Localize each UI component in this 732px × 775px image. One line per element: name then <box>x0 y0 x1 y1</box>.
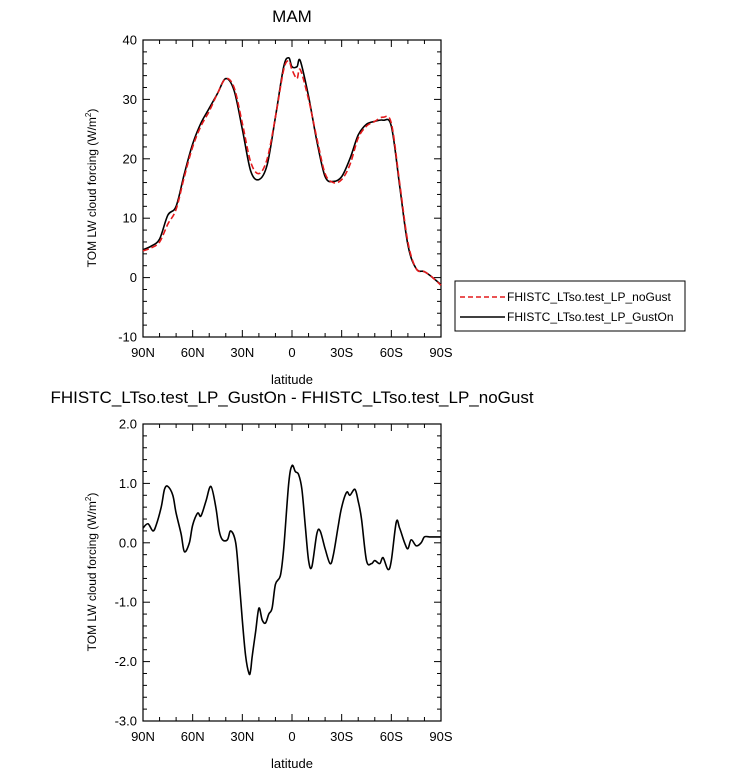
top-x-tick-label: 0 <box>288 345 295 360</box>
top-x-tick-label: 90N <box>131 345 155 360</box>
bottom-y-tick-label: 2.0 <box>119 417 137 432</box>
top-series-line <box>142 56 442 286</box>
bottom-chart-frame <box>142 423 442 722</box>
top-x-tick-label: 30N <box>230 345 254 360</box>
bottom-chart-ylabel: TOM LW cloud forcing (W/m2) <box>84 493 99 652</box>
bottom-chart-xlabel: latitude <box>271 756 313 771</box>
bottom-series-line <box>142 464 441 676</box>
top-chart-panel: MAM 90N 60N 30N 0 30S 60S 90S -10 0 10 20 30 40 lati… <box>84 7 686 387</box>
top-chart-legend: FHISTC_LTso.test_LP_noGust FHISTC_LTso.t… <box>454 280 686 332</box>
legend-label-noGust: FHISTC_LTso.test_LP_noGust <box>507 290 672 304</box>
top-x-tick-label: 60S <box>380 345 403 360</box>
top-chart-ylabel-sup: 2 <box>84 112 93 117</box>
bottom-x-tick-label: 90S <box>429 729 452 744</box>
top-y-tick-label: 0 <box>130 270 137 285</box>
bottom-chart-ylabel-close: ) <box>85 493 99 497</box>
bottom-chart-panel: FHISTC_LTso.test_LP_GustOn - FHISTC_LTso… <box>50 388 533 771</box>
top-y-tick-label: 40 <box>123 33 137 48</box>
top-x-tick-label: 30S <box>330 345 353 360</box>
legend-label-GustOn: FHISTC_LTso.test_LP_GustOn <box>507 310 674 324</box>
top-x-tick-label: 90S <box>429 345 452 360</box>
bottom-x-tick-label: 30N <box>230 729 254 744</box>
top-chart-frame <box>142 39 442 338</box>
top-chart-xlabel: latitude <box>271 372 313 387</box>
top-y-tick-label: 20 <box>123 151 137 166</box>
bottom-chart-ticks: 90N 60N 30N 0 30S 60S 90S -3.0 -2.0 -1.0 0.0 1.0 2.0 <box>115 417 453 745</box>
bottom-y-tick-label: -3.0 <box>115 714 137 729</box>
top-y-tick-label: 10 <box>123 211 137 226</box>
bottom-y-tick-label: 1.0 <box>119 476 137 491</box>
bottom-y-tick-label: 0.0 <box>119 535 137 550</box>
bottom-y-tick-label: -1.0 <box>115 595 137 610</box>
top-chart-ylabel: TOM LW cloud forcing (W/m2) <box>84 109 99 268</box>
top-chart-title: MAM <box>272 7 312 26</box>
top-y-tick-label: 30 <box>123 92 137 107</box>
bottom-chart-ylabel-sup: 2 <box>84 496 93 501</box>
top-chart-ylabel-close: ) <box>85 109 99 113</box>
top-chart-ticks: 90N 60N 30N 0 30S 60S 90S -10 0 10 20 30 40 <box>118 33 453 361</box>
top-x-tick-label: 60N <box>181 345 205 360</box>
bottom-chart-ylabel-main: TOM LW cloud forcing (W/m <box>85 501 99 651</box>
bottom-x-tick-label: 90N <box>131 729 155 744</box>
bottom-x-tick-label: 60N <box>181 729 205 744</box>
top-series-line <box>142 59 442 286</box>
bottom-x-tick-label: 60S <box>380 729 403 744</box>
bottom-x-tick-label: 30S <box>330 729 353 744</box>
legend-box <box>454 280 686 332</box>
bottom-chart-series <box>142 464 441 676</box>
top-chart-ylabel-main: TOM LW cloud forcing (W/m <box>85 117 99 267</box>
bottom-chart-title: FHISTC_LTso.test_LP_GustOn - FHISTC_LTso… <box>50 388 533 407</box>
bottom-y-tick-label: -2.0 <box>115 654 137 669</box>
bottom-x-tick-label: 0 <box>288 729 295 744</box>
top-chart-series <box>142 56 442 286</box>
top-y-tick-label: -10 <box>118 330 137 345</box>
